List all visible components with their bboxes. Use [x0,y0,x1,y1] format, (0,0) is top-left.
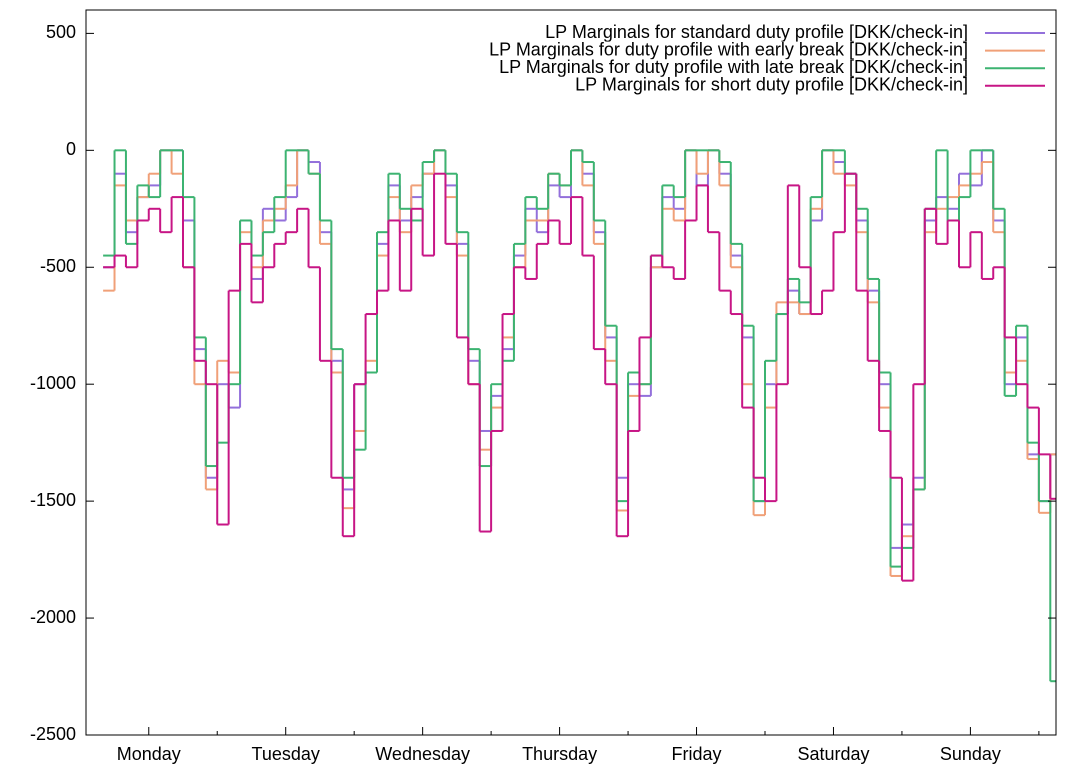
legend-bg [360,24,1050,42]
legend-bg [360,41,1050,60]
legend-bg [360,59,1050,78]
x-tick-label: Monday [117,744,181,764]
legend: LP Marginals for standard duty profile [… [360,22,1050,95]
y-tick-label: 500 [46,22,76,42]
y-tick-label: -1000 [30,373,76,393]
legend-label: LP Marginals for duty profile with late … [499,57,968,77]
y-tick-label: -2000 [30,607,76,627]
x-tick-label: Wednesday [375,744,470,764]
x-tick-label: Saturday [797,744,869,764]
y-tick-label: -1500 [30,490,76,510]
plot-frame [85,9,1057,736]
x-tick-label: Sunday [940,744,1001,764]
legend-label: LP Marginals for standard duty profile [… [545,22,968,42]
x-tick-label: Thursday [522,744,597,764]
x-tick-label: Tuesday [252,744,320,764]
y-tick-label: -500 [40,256,76,276]
legend-label: LP Marginals for short duty profile [DKK… [575,75,968,95]
y-tick-label: 0 [66,139,76,159]
axes: 500 0 -500 -1000 -1500 -2000 -2500 Monday Tuesda… [30,22,1056,764]
legend-bg [360,76,1050,95]
x-tick-label: Friday [672,744,722,764]
plot-area [103,149,1056,683]
y-tick-label: -2500 [30,724,76,744]
legend-label: LP Marginals for duty profile with early… [489,39,968,59]
